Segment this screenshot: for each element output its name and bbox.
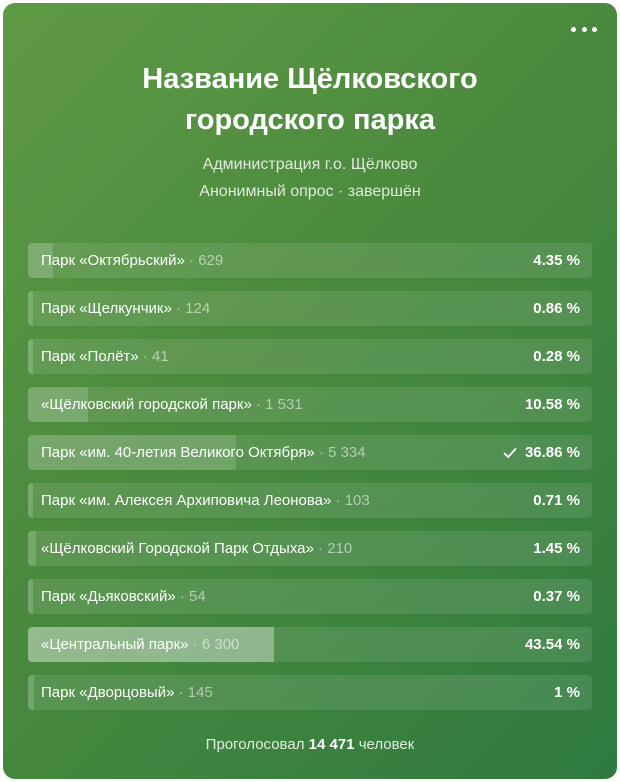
poll-option-percent: 1.45 % <box>533 540 580 557</box>
poll-title: Название Щёлковского городского парка <box>142 63 478 136</box>
poll-option-label: Парк «им. Алексея Архиповича Леонова» <box>41 492 332 509</box>
checkmark-icon <box>503 447 517 458</box>
votes-prefix: Проголосовал <box>205 736 305 753</box>
poll-option-count: 210 <box>327 540 353 557</box>
poll-author: Администрация г.о. Щёлково <box>202 156 418 173</box>
poll-option-bar <box>28 675 34 710</box>
poll-option-label: Парк «Октябрьский» <box>41 252 185 269</box>
poll-option-count: 6 300 <box>201 636 240 653</box>
poll-option-count: 103 <box>344 492 370 509</box>
poll-option-percent: 4.35 % <box>533 252 580 269</box>
poll-option-label: «Щёлковский Городской Парк Отдыха» <box>41 540 314 557</box>
poll-option-selected[interactable]: Парк «им. 40-летия Великого Октября» · 5… <box>28 435 592 470</box>
poll-option-bar <box>28 243 53 278</box>
poll-option-winner[interactable]: «Центральный парк» · 6 300 43.54 % <box>28 627 592 662</box>
poll-option-label: Парк «Дьяковский» <box>41 588 176 605</box>
poll-option-bar <box>28 531 37 566</box>
poll-option-bar <box>28 627 274 662</box>
poll-option-label: Парк «им. 40-летия Великого Октября» <box>41 444 315 461</box>
poll-total-votes: Проголосовал 14 471 человек <box>3 736 617 753</box>
votes-total: 14 471 <box>308 736 355 753</box>
poll-option[interactable]: Парк «Дьяковский» · 54 0.37 % <box>28 579 592 614</box>
poll-option-bar <box>28 387 88 422</box>
poll-meta: Анонимный опрос · завершён <box>199 183 421 200</box>
poll-option[interactable]: Парк «Дворцовый» · 145 1 % <box>28 675 592 710</box>
poll-option[interactable]: Парк «Октябрьский» · 629 4.35 % <box>28 243 592 278</box>
poll-option-percent: 1 % <box>554 684 580 701</box>
poll-option-count: 54 <box>189 588 206 605</box>
poll-option-percent: 0.86 % <box>533 300 580 317</box>
poll-option-percent: 10.58 % <box>524 396 580 413</box>
poll-option-percent: 0.28 % <box>533 348 580 365</box>
poll-options: Парк «Октябрьский» · 629 4.35 % Парк «Ще… <box>28 243 592 723</box>
poll-option-count: 145 <box>187 684 213 701</box>
poll-option-label: Парк «Полёт» <box>41 348 139 365</box>
poll-option[interactable]: Парк «им. Алексея Архиповича Леонова» · … <box>28 483 592 518</box>
poll-option-count: 629 <box>198 252 224 269</box>
poll-option[interactable]: Парк «Щелкунчик» · 124 0.86 % <box>28 291 592 326</box>
poll-option-label: «Щёлковский городской парк» <box>41 396 252 413</box>
poll-option-count: 1 531 <box>265 396 303 413</box>
poll-card: Название Щёлковского городского парка Ад… <box>3 3 617 779</box>
poll-option-count: 5 334 <box>328 444 366 461</box>
poll-option-bar <box>28 483 34 518</box>
more-dots-icon[interactable] <box>571 19 597 39</box>
poll-option-label: Парк «Щелкунчик» <box>41 300 172 317</box>
poll-option[interactable]: «Щёлковский городской парк» · 1 531 10.5… <box>28 387 592 422</box>
poll-option-label: Парк «Дворцовый» <box>41 684 175 701</box>
poll-option-bar <box>28 579 34 614</box>
poll-option-bar <box>28 435 236 470</box>
poll-option-label: «Центральный парк» <box>41 636 189 653</box>
poll-option[interactable]: Парк «Полёт» · 41 0.28 % <box>28 339 592 374</box>
poll-option-percent: 43.54 % <box>524 636 580 653</box>
poll-option-count: 41 <box>151 348 169 365</box>
poll-option[interactable]: «Щёлковский Городской Парк Отдыха» · 210… <box>28 531 592 566</box>
poll-option-percent: 0.37 % <box>533 588 580 605</box>
votes-suffix: человек <box>358 736 415 753</box>
poll-option-bar <box>28 339 34 374</box>
poll-option-percent: 36.86 % <box>524 444 580 461</box>
poll-option-bar <box>28 291 34 326</box>
poll-option-percent: 0.71 % <box>533 492 580 509</box>
poll-option-count: 124 <box>185 300 211 317</box>
